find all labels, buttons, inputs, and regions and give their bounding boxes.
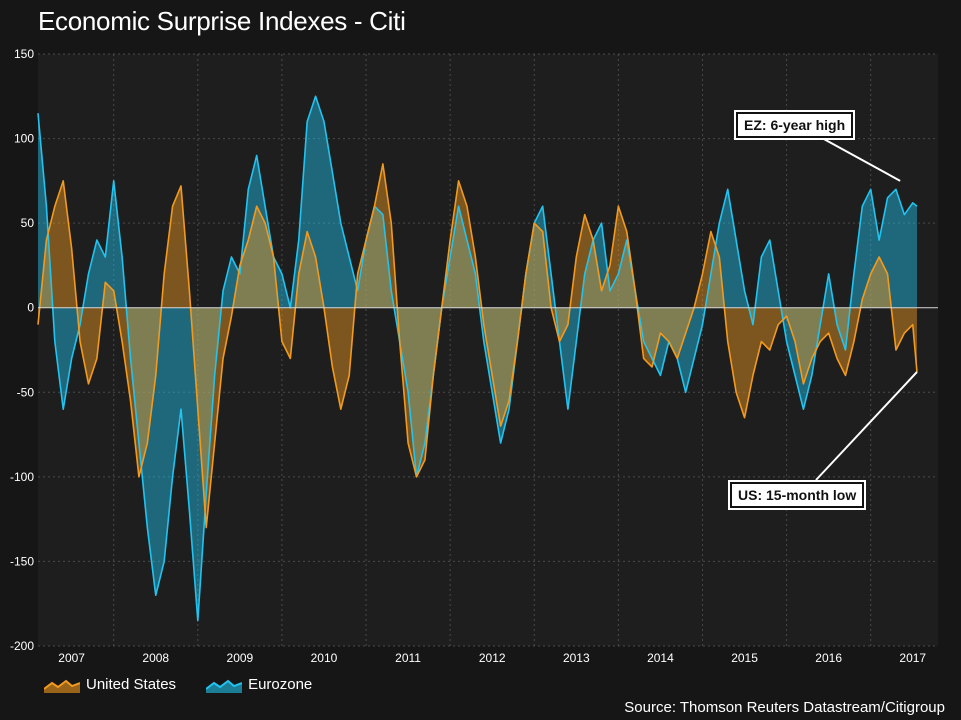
x-tick-label: 2012 [479,651,506,665]
annotation-leader-ez [821,137,901,182]
annotation-leader-us [815,371,918,481]
x-tick-label: 2009 [227,651,254,665]
x-tick-label: 2008 [142,651,169,665]
y-tick-label: 50 [21,216,35,230]
y-tick-label: -150 [10,554,34,568]
x-tick-label: 2015 [731,651,758,665]
x-tick-label: 2013 [563,651,590,665]
annotation-us-low: US: 15-month low [727,480,867,510]
y-tick-label: 0 [27,301,34,315]
y-tick-label: -100 [10,470,34,484]
y-tick-label: -200 [10,639,34,653]
legend-label-us: United States [86,676,177,693]
chart-title: Economic Surprise Indexes - Citi [38,6,406,36]
legend-item-us[interactable]: United States [44,676,176,693]
x-tick-label: 2014 [647,651,674,665]
source-note: Source: Thomson Reuters Datastream/Citig… [624,699,945,716]
legend-swatch-us-icon [44,679,80,693]
x-tick-label: 2007 [58,651,85,665]
annotation-ez-high: EZ: 6-year high [733,110,856,140]
x-tick-label: 2017 [899,651,926,665]
x-tick-label: 2011 [395,651,421,665]
y-tick-label: 100 [14,132,34,146]
series-area-ez [38,96,917,621]
x-tick-label: 2010 [311,651,338,665]
y-tick-label: 150 [14,47,34,61]
y-tick-label: -50 [17,385,35,399]
legend-item-ez[interactable]: Eurozone [206,676,312,693]
legend-label-ez: Eurozone [248,676,313,693]
legend: United States Eurozone [44,676,312,693]
legend-swatch-ez-icon [206,679,243,693]
series-line-us [37,163,918,529]
series-area-us [38,163,917,528]
x-tick-label: 2016 [815,651,842,665]
